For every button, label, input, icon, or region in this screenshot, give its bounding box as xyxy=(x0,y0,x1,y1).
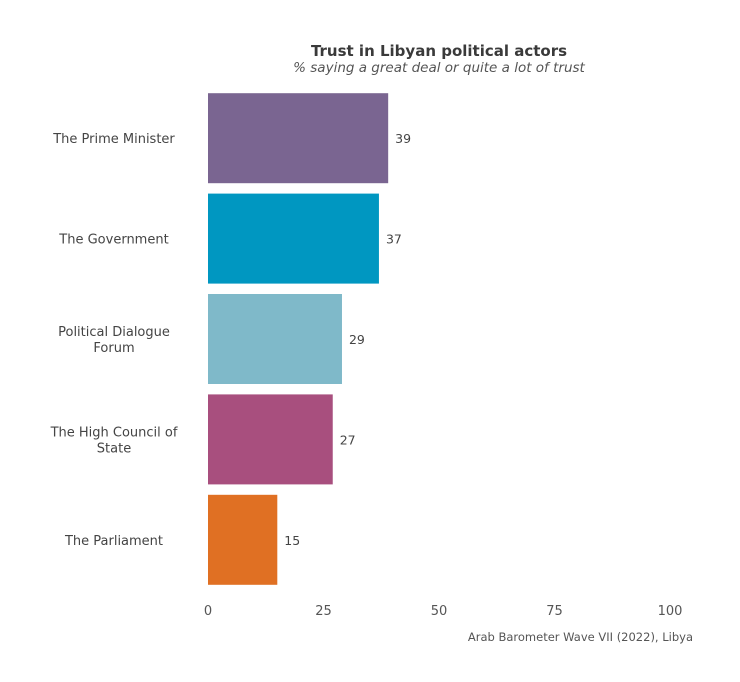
category-label: The High Council of State xyxy=(50,425,178,456)
bar xyxy=(208,294,342,384)
value-label: 39 xyxy=(395,131,411,146)
x-tick-label: 50 xyxy=(431,604,448,619)
category-label: The Prime Minister xyxy=(52,132,175,147)
value-label: 29 xyxy=(349,332,365,347)
value-label: 27 xyxy=(340,432,356,447)
bars-group xyxy=(208,93,389,585)
bar xyxy=(208,494,278,585)
bar xyxy=(208,193,379,284)
category-label: The Government xyxy=(58,233,168,248)
category-label: The Parliament xyxy=(64,534,163,549)
chart-caption: Arab Barometer Wave VII (2022), Libya xyxy=(468,630,693,644)
bar xyxy=(208,93,389,184)
category-labels: The Prime Minister The Government Politica… xyxy=(50,132,178,549)
x-tick-label: 75 xyxy=(546,604,563,619)
chart-subtitle: % saying a great deal or quite a lot of … xyxy=(293,60,585,76)
category-label: Political Dialogue Forum xyxy=(58,325,170,356)
value-label: 15 xyxy=(284,533,300,548)
x-tick-label: 0 xyxy=(204,604,212,619)
x-tick-label: 25 xyxy=(315,604,332,619)
bar xyxy=(208,394,333,485)
chart-title: Trust in Libyan political actors xyxy=(311,42,567,60)
x-axis-ticks: 0 25 50 75 100 xyxy=(204,604,683,619)
x-tick-label: 100 xyxy=(658,604,683,619)
value-labels: 39 37 29 27 15 xyxy=(284,131,411,548)
value-label: 37 xyxy=(386,232,402,247)
